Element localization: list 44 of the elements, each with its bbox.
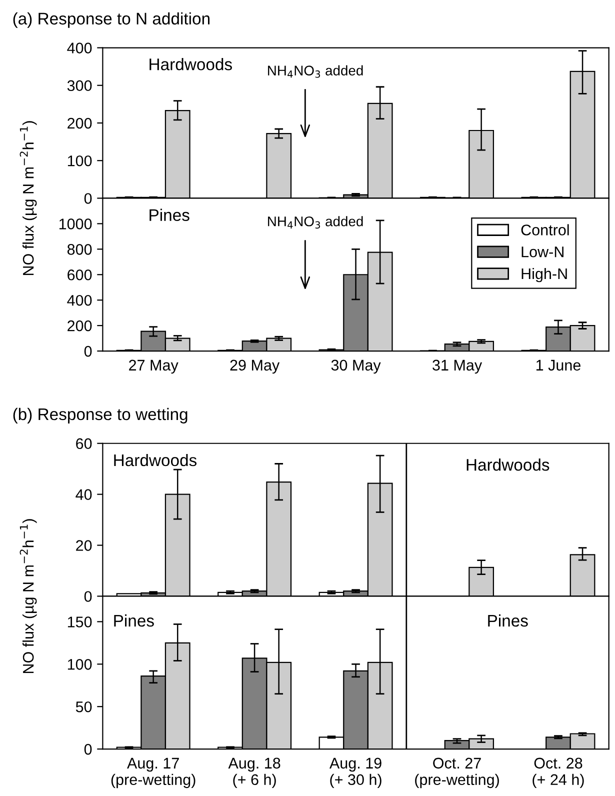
y-tick-label: 1000 <box>59 218 92 230</box>
y-tick-label: 40 <box>76 489 92 500</box>
y-tick-label: 800 <box>67 244 92 255</box>
x-tick-label: 1 June <box>536 360 580 371</box>
annotation: NH$_{4}$NO$_{3}$ added <box>268 65 363 78</box>
annotation: Hardwoods <box>150 58 232 70</box>
annotation: NH$_{4}$NO$_{3}$ added <box>268 216 363 229</box>
y-tick-label: 60 <box>76 438 92 450</box>
y-tick-label: 200 <box>68 118 92 129</box>
y-tick-label: 0 <box>84 193 92 204</box>
y-axis-title: NO flux (µg N m$^{−2}$h$^{−1}$) <box>20 121 37 276</box>
x-tick-label: Aug. 19 (+ 30 h) <box>329 758 382 788</box>
y-tick-label: 50 <box>76 701 92 712</box>
y-tick-label: 0 <box>84 591 92 602</box>
chart-title: (b) Response to wetting <box>13 408 188 424</box>
legend-label: Low-N <box>522 246 564 258</box>
annotation: Hardwoods <box>466 458 550 471</box>
x-tick-label: 30 May <box>331 360 381 374</box>
x-tick-label: Aug. 17 (pre-wetting) <box>111 758 196 788</box>
y-tick-label: 100 <box>68 658 92 670</box>
y-tick-label: 20 <box>76 540 92 551</box>
y-tick-label: 600 <box>68 269 92 280</box>
annotation: Pines <box>114 614 154 627</box>
annotation: Pines <box>488 614 528 627</box>
chart-title: (a) Response to N addition <box>13 12 210 28</box>
legend-label: High-N <box>522 268 567 282</box>
annotation: Pines <box>150 208 190 222</box>
x-tick-label: 31 May <box>432 360 482 374</box>
legend-label: Control <box>521 224 569 236</box>
y-tick-label: 100 <box>68 155 92 166</box>
y-tick-label: 400 <box>67 42 92 54</box>
y-tick-label: 200 <box>68 320 92 332</box>
x-tick-label: Aug. 18 (+ 6 h) <box>228 758 280 788</box>
annotation: Hardwoods <box>114 454 197 466</box>
x-tick-label: 29 May <box>230 360 280 374</box>
y-tick-label: 300 <box>67 80 92 92</box>
x-tick-label: 27 May <box>129 360 178 374</box>
y-tick-label: 0 <box>84 346 92 357</box>
x-tick-label: Oct. 27 (pre-wetting) <box>415 758 499 788</box>
y-tick-label: 0 <box>84 744 92 755</box>
y-axis-title: NO flux (µg N m$^{−2}$h$^{−1}$) <box>20 519 37 674</box>
y-tick-label: 400 <box>67 294 92 306</box>
x-tick-label: Oct. 28 (+ 24 h) <box>532 758 584 788</box>
y-tick-label: 150 <box>68 616 92 628</box>
